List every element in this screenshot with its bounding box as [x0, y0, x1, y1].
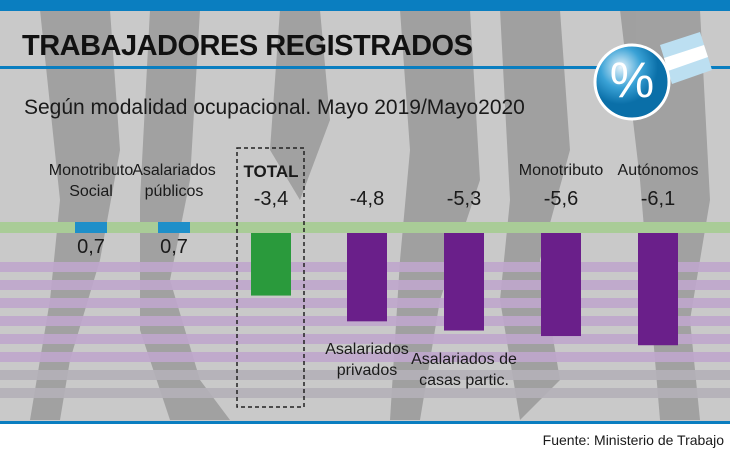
category-label: privados: [336, 362, 398, 380]
chart-title: TRABAJADORES REGISTRADOS: [22, 30, 473, 62]
value-label: -5,3: [446, 188, 482, 210]
bar-5: [541, 233, 581, 337]
category-label: Asalariados: [132, 162, 216, 179]
value-label: 0,7: [160, 236, 188, 258]
bar-0: [75, 222, 107, 233]
value-label: -3,4: [253, 188, 289, 210]
value-label: -5,6: [543, 188, 579, 210]
value-label: -6,1: [640, 188, 676, 210]
category-label: Asalariados de: [411, 350, 517, 368]
chart-subtitle: Según modalidad ocupacional. Mayo 2019/M…: [24, 96, 525, 119]
category-label: TOTAL: [243, 162, 299, 181]
value-label: 0,7: [77, 236, 105, 258]
category-label: Asalariados: [325, 341, 409, 359]
bar-3: [347, 233, 387, 322]
percent-badge: [593, 32, 712, 121]
total-highlight-box: [236, 147, 305, 408]
bar-4: [444, 233, 484, 331]
zero-band: [0, 222, 730, 233]
category-label: públicos: [144, 183, 204, 200]
category-label: Monotributo: [48, 162, 134, 179]
bar-2: [251, 233, 291, 296]
value-label: -4,8: [349, 188, 385, 210]
category-label: Social: [69, 183, 113, 200]
percent-symbol: %: [609, 52, 655, 108]
category-label: Monotributo: [518, 162, 604, 179]
category-label: Autónomos: [617, 162, 699, 179]
category-label: casas partic.: [419, 371, 509, 389]
bar-6: [638, 233, 678, 346]
source-note: Fuente: Ministerio de Trabajo: [542, 432, 724, 448]
bar-1: [158, 222, 190, 233]
